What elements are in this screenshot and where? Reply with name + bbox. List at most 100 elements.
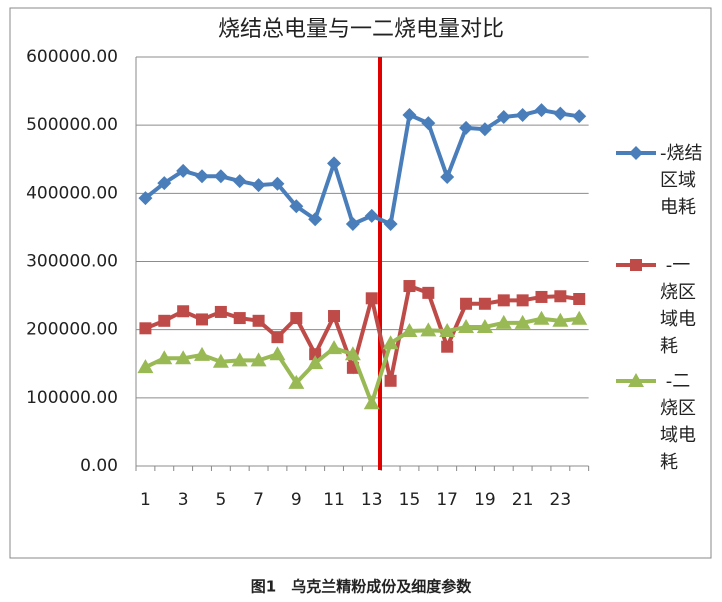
point	[194, 346, 211, 361]
point	[495, 314, 512, 329]
x-tick-label: 23	[550, 490, 572, 510]
point	[516, 294, 529, 307]
y-tick-label: 0.00	[80, 456, 118, 476]
series	[139, 280, 586, 387]
point	[534, 103, 549, 118]
point	[137, 359, 154, 374]
point	[250, 352, 267, 367]
series	[137, 310, 588, 410]
point	[176, 163, 191, 178]
point	[365, 292, 378, 305]
y-tick-label: 600000.00	[26, 47, 118, 67]
x-tick-label: 5	[215, 490, 226, 510]
legend-label: -二烧区域电耗	[660, 371, 696, 473]
point	[308, 212, 323, 227]
point	[212, 353, 229, 368]
point	[345, 217, 360, 232]
point	[401, 323, 418, 338]
point	[571, 310, 588, 325]
point	[195, 169, 210, 184]
point	[628, 373, 644, 387]
x-tick-label: 3	[178, 490, 189, 510]
y-tick-label: 200000.00	[26, 320, 118, 340]
point	[382, 335, 399, 350]
point	[196, 313, 209, 326]
point	[139, 322, 152, 335]
point	[213, 169, 228, 184]
point	[420, 322, 437, 337]
point	[307, 355, 324, 370]
series	[138, 103, 587, 232]
y-tick-label: 100000.00	[26, 388, 118, 408]
point	[271, 331, 284, 344]
point	[460, 297, 473, 310]
point	[269, 346, 286, 361]
point	[439, 323, 456, 338]
point	[477, 122, 492, 137]
point	[251, 178, 266, 193]
x-tick-label: 9	[291, 490, 302, 510]
point	[421, 116, 436, 131]
x-tick-label: 21	[512, 490, 534, 510]
point	[290, 312, 303, 325]
point	[175, 350, 192, 365]
point	[535, 290, 548, 303]
point	[177, 305, 190, 318]
point	[403, 280, 416, 293]
x-tick-label: 1	[140, 490, 151, 510]
point	[384, 374, 397, 387]
point	[383, 217, 398, 232]
point	[232, 174, 247, 189]
point	[496, 109, 511, 124]
point	[252, 314, 265, 327]
point	[328, 310, 341, 323]
point	[533, 310, 550, 325]
point	[326, 340, 343, 355]
point	[309, 348, 322, 361]
point	[402, 107, 417, 122]
point	[422, 286, 435, 299]
point	[344, 346, 361, 361]
x-tick-label: 19	[474, 490, 496, 510]
point	[458, 318, 475, 333]
point	[231, 352, 248, 367]
legend-label: -一烧区域电耗	[660, 255, 696, 357]
x-tick-label: 17	[436, 490, 458, 510]
point	[497, 294, 510, 307]
point	[288, 374, 305, 389]
point	[363, 395, 380, 410]
point	[214, 305, 227, 318]
point	[138, 191, 153, 206]
point	[157, 176, 172, 191]
point	[553, 106, 568, 121]
chart-title: 烧结总电量与一二烧电量对比	[218, 17, 504, 42]
legend-label: -烧结区域电耗	[660, 143, 703, 218]
y-tick-label: 300000.00	[26, 252, 118, 272]
point	[270, 176, 285, 191]
point	[554, 290, 567, 303]
point	[156, 350, 173, 365]
point	[459, 120, 474, 135]
point	[327, 156, 342, 171]
point	[629, 146, 643, 160]
caption: 图1 乌克兰精粉成份及细度参数	[251, 578, 472, 596]
y-tick-label: 400000.00	[26, 183, 118, 203]
point	[572, 109, 587, 124]
y-tick-label: 500000.00	[26, 115, 118, 135]
x-tick-label: 11	[323, 490, 345, 510]
point	[364, 208, 379, 223]
x-tick-label: 13	[361, 490, 383, 510]
point	[441, 340, 454, 353]
point	[514, 314, 531, 329]
point	[440, 169, 455, 184]
point	[476, 318, 493, 333]
point	[158, 314, 171, 327]
point	[478, 297, 491, 310]
point	[515, 107, 530, 122]
point	[289, 199, 304, 214]
point	[630, 259, 642, 271]
x-tick-label: 15	[399, 490, 421, 510]
x-tick-label: 7	[253, 490, 264, 510]
